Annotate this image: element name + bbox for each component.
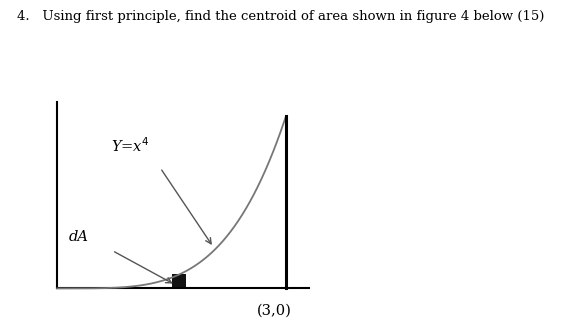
Bar bbox=[172, 274, 186, 289]
Text: 4.   Using first principle, find the centroid of area shown in figure 4 below (1: 4. Using first principle, find the centr… bbox=[17, 10, 545, 23]
Text: Y=x$^4$: Y=x$^4$ bbox=[110, 137, 149, 156]
Text: dA: dA bbox=[69, 230, 89, 244]
Text: (3,0): (3,0) bbox=[257, 304, 292, 318]
